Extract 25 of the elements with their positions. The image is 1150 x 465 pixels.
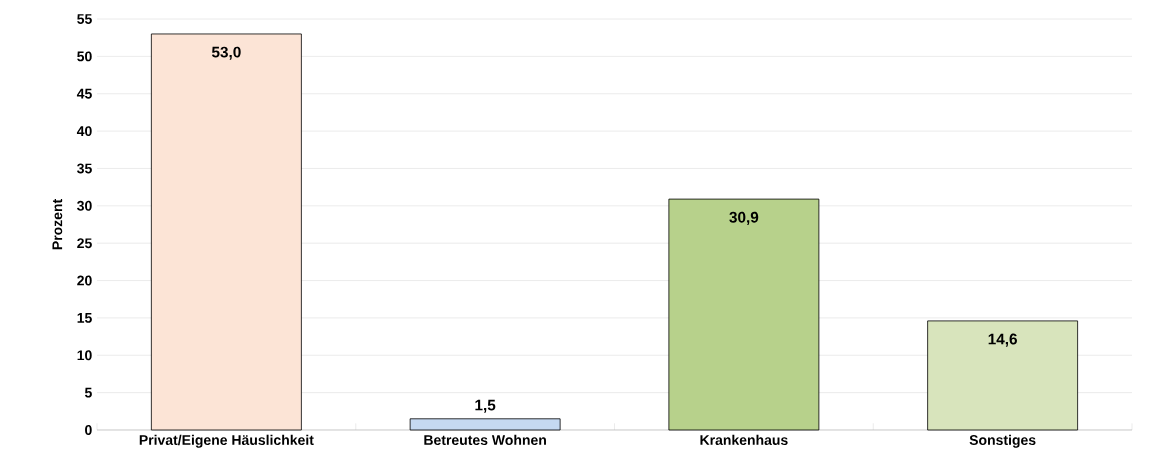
bar [409, 418, 561, 431]
y-tick-label: 50 [77, 51, 92, 62]
y-tick-label: 10 [77, 350, 92, 361]
data-label: 30,9 [729, 211, 759, 225]
y-tick-label: 30 [77, 200, 92, 211]
y-tick-label: 45 [76, 88, 92, 99]
x-tick-label: Krankenhaus [700, 434, 788, 445]
x-tick-label: Sonstiges [969, 434, 1036, 448]
y-tick-label: 15 [77, 313, 92, 323]
data-label: 14,6 [988, 333, 1017, 347]
y-axis-title: Prozent [52, 199, 63, 250]
y-tick-label: 25 [77, 238, 92, 249]
y-tick-label: 20 [77, 275, 92, 286]
y-tick-label: 35 [77, 163, 92, 174]
y-tick-label: 40 [76, 126, 92, 137]
y-tick-label: 0 [85, 425, 92, 435]
y-tick-label: 55 [77, 14, 92, 24]
x-tick-label: Privat/Eigene Häuslichkeit [139, 434, 314, 448]
bar [927, 320, 1079, 431]
bar [668, 198, 820, 431]
x-tick-label: Betreutes Wohnen [424, 434, 546, 445]
bar [150, 33, 302, 431]
y-tick-label: 5 [84, 387, 92, 398]
data-label: 1,5 [475, 399, 496, 413]
data-label: 53,0 [211, 46, 241, 60]
